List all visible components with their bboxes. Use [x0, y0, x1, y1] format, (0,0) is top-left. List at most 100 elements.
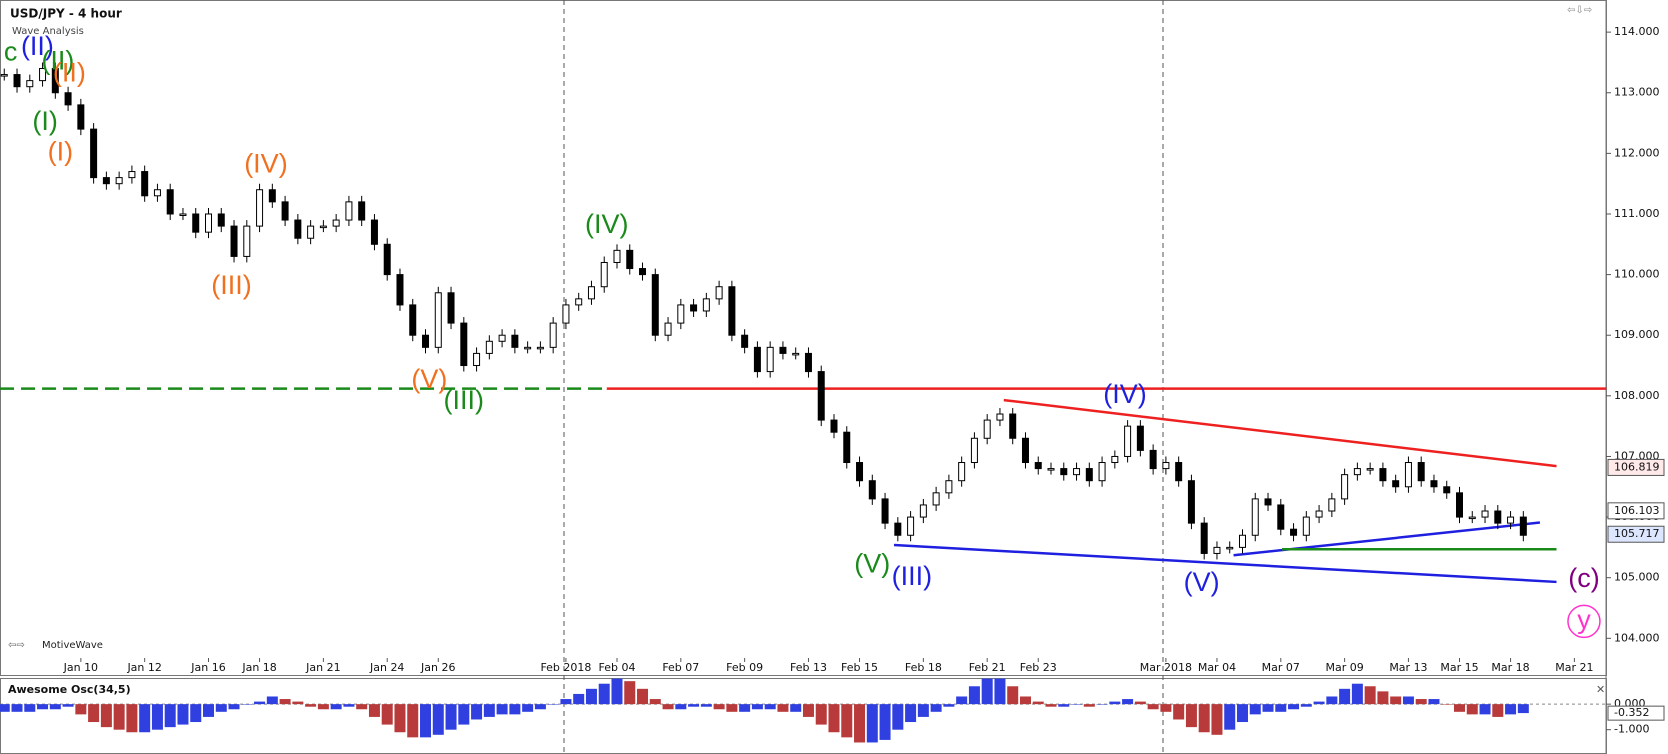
wave-label: c — [4, 36, 18, 66]
candle — [804, 352, 812, 373]
candle — [626, 249, 634, 270]
candle — [1187, 480, 1195, 524]
candle — [715, 286, 723, 300]
osc-bar — [1185, 704, 1197, 728]
osc-bar — [815, 704, 827, 725]
x-tick-label: Jan 10 — [63, 661, 98, 674]
wave-label: (II) — [41, 46, 74, 76]
candle — [90, 128, 98, 179]
candle — [217, 213, 225, 227]
candle — [332, 219, 340, 227]
osc-bar — [1454, 704, 1465, 712]
window-icons[interactable]: ⇦⇩⇨ — [1567, 5, 1592, 16]
x-tick-label: Mar 21 — [1555, 661, 1593, 674]
candle — [894, 522, 902, 536]
wave-label: (I) — [48, 136, 73, 166]
osc-bar — [1096, 704, 1108, 705]
osc-bar — [88, 704, 100, 723]
candle — [1047, 468, 1055, 471]
candle — [498, 334, 506, 342]
candle — [562, 304, 570, 324]
oscillator: 0.000-1.000-0.352 — [0, 678, 1665, 743]
candle — [766, 346, 774, 373]
candle — [1021, 437, 1029, 464]
candle — [345, 201, 353, 221]
osc-marker-box — [1607, 705, 1665, 721]
candle — [753, 346, 761, 373]
osc-bar — [522, 704, 534, 712]
osc-bar — [1415, 699, 1427, 705]
candle — [1226, 546, 1234, 550]
candle — [1290, 528, 1298, 536]
osc-bar — [49, 704, 61, 710]
y-tick-label: 111.000 — [1614, 207, 1660, 220]
y-tick-label: 112.000 — [1614, 146, 1660, 159]
osc-bar — [471, 704, 483, 720]
x-tick-label: Jan 12 — [126, 661, 161, 674]
osc-bar — [113, 704, 125, 730]
candle — [51, 67, 59, 94]
candle — [1073, 468, 1081, 476]
candle — [996, 413, 1004, 421]
osc-bar — [1198, 704, 1210, 733]
candle — [511, 334, 519, 348]
osc-bar — [879, 704, 891, 740]
candle — [690, 304, 698, 312]
x-tick-label: Feb 09 — [726, 661, 763, 674]
x-tick-label: Jan 26 — [420, 661, 455, 674]
osc-bar — [0, 704, 10, 712]
osc-bar — [266, 696, 278, 705]
osc-bar — [1083, 704, 1095, 707]
x-tick-label: Feb 23 — [1020, 661, 1057, 674]
candle — [383, 243, 391, 276]
candle — [1034, 462, 1042, 470]
x-tick-label: Feb 04 — [598, 661, 635, 674]
candle — [1430, 480, 1438, 488]
osc-bar — [943, 704, 955, 707]
osc-bar — [1224, 704, 1236, 730]
osc-bar — [981, 678, 993, 705]
wave-label: (II) — [53, 58, 86, 88]
osc-bar — [841, 704, 853, 738]
osc-bar — [1071, 704, 1083, 705]
y-tick-label: 104.000 — [1614, 631, 1660, 644]
arrows-icon[interactable]: ⇦⇨ — [8, 640, 25, 651]
candle — [1162, 462, 1170, 470]
osc-bar — [917, 704, 929, 717]
osc-bar — [458, 704, 470, 725]
candle — [1060, 468, 1068, 476]
osc-bar — [1505, 704, 1517, 715]
candle — [881, 498, 889, 524]
candle — [409, 304, 417, 336]
osc-bar — [739, 704, 751, 712]
candle — [587, 286, 595, 300]
osc-bar — [75, 704, 87, 715]
osc-bar — [254, 701, 266, 705]
osc-bar — [1109, 701, 1121, 705]
x-tick-label: Feb 15 — [841, 661, 878, 674]
candle — [1315, 510, 1323, 518]
wave-label: (III) — [444, 385, 485, 415]
osc-bar — [215, 704, 227, 712]
candle — [230, 225, 238, 257]
candle — [39, 67, 47, 82]
candle — [1277, 504, 1285, 530]
candle — [434, 292, 442, 348]
candle — [1302, 516, 1310, 536]
candle — [77, 104, 85, 130]
candle — [1111, 455, 1119, 464]
x-tick-label: Feb 18 — [905, 661, 942, 674]
osc-bar — [1364, 686, 1376, 705]
close-icon[interactable]: ✕ — [1596, 683, 1605, 696]
candle — [1507, 516, 1515, 524]
osc-bar — [445, 704, 457, 730]
osc-bar — [688, 704, 700, 707]
osc-bar — [1492, 704, 1504, 717]
candle — [549, 322, 557, 348]
osc-bar — [24, 704, 36, 712]
osc-bar — [1019, 696, 1031, 705]
osc-bar — [139, 704, 151, 733]
wave-label: (IV) — [585, 209, 629, 239]
candle — [1366, 468, 1374, 471]
osc-bar — [968, 686, 980, 705]
